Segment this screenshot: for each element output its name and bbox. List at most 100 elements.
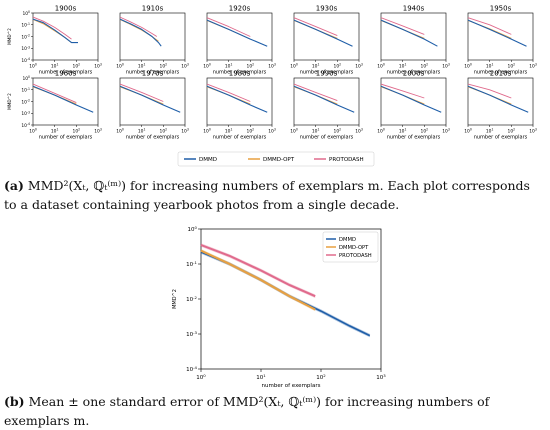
x-tick-label: 100 [290, 128, 298, 135]
y-tick-label: 10-3 [186, 330, 197, 338]
y-tick-label: 10-4 [21, 122, 30, 129]
panel-frame [380, 77, 447, 126]
y-axis-label: MMD^2 [172, 289, 178, 309]
x-axis-label: number of exemplars [387, 135, 441, 141]
x-tick-label: 101 [225, 128, 233, 135]
x-axis-label: number of exemplars [213, 70, 267, 76]
y-tick-label: 100 [188, 225, 198, 233]
x-tick-label: 102 [160, 63, 168, 70]
y-tick-label: 100 [22, 75, 30, 82]
x-tick-label: 102 [247, 128, 255, 135]
series-line-protodash [119, 83, 164, 102]
x-axis-label: number of exemplars [126, 70, 180, 76]
x-tick-label: 101 [51, 128, 59, 135]
x-axis-label: number of exemplars [387, 70, 441, 76]
y-axis-label: MMD^2 [7, 93, 12, 110]
x-axis-label: number of exemplars [126, 135, 180, 141]
x-tick-label: 101 [486, 63, 494, 70]
series-line-protodash [206, 83, 251, 102]
x-axis-label: number of exemplars [39, 70, 93, 76]
x-tick-label: 102 [160, 128, 168, 135]
series-line-protodash [206, 17, 251, 37]
x-tick-label: 102 [334, 128, 342, 135]
panel-title: 2000s [403, 70, 425, 78]
series-line-dmmd [32, 85, 94, 113]
series-line-dmmd [206, 85, 268, 113]
x-axis-label: number of exemplars [300, 70, 354, 76]
panel-frame [206, 77, 273, 126]
series-line-protodash [467, 17, 512, 35]
y-tick-label: 10-1 [21, 22, 30, 29]
x-tick-label: 103 [376, 373, 386, 381]
x-axis-label: number of exemplars [262, 383, 321, 389]
x-tick-label: 103 [355, 128, 363, 135]
legend-box [322, 231, 379, 263]
legend-box [177, 151, 375, 167]
caption-b-text: Mean ± one standard error of MMD²(Xₜ, ℚₜ… [4, 394, 490, 428]
y-tick-label: 10-3 [21, 110, 30, 117]
x-tick-label: 102 [247, 63, 255, 70]
x-tick-label: 100 [290, 63, 298, 70]
y-tick-label: 10-2 [21, 34, 30, 41]
x-tick-label: 100 [29, 128, 37, 135]
y-axis-label: MMD^2 [7, 28, 12, 45]
x-tick-label: 100 [377, 63, 385, 70]
x-tick-label: 100 [464, 63, 472, 70]
x-tick-label: 103 [268, 63, 276, 70]
series-line-protodash [119, 16, 158, 37]
x-tick-label: 101 [312, 63, 320, 70]
x-axis-label: number of exemplars [213, 135, 267, 141]
x-axis-label: number of exemplars [474, 135, 528, 141]
x-tick-label: 103 [181, 128, 189, 135]
legend-label: PROTODASH [339, 253, 372, 259]
y-tick-label: 10-1 [21, 87, 30, 94]
x-axis-label: number of exemplars [39, 135, 93, 141]
x-tick-label: 100 [116, 63, 124, 70]
x-tick-label: 101 [256, 373, 266, 381]
panel-frame [206, 12, 273, 61]
panel-frame [293, 77, 360, 126]
series-line-dmmd [119, 85, 181, 113]
legend-label: PROTODASH [329, 157, 364, 163]
x-tick-label: 103 [529, 128, 537, 135]
panel-frame [119, 77, 186, 126]
panel-frame [467, 77, 534, 126]
series-line-protodash [380, 17, 425, 35]
x-tick-label: 102 [421, 128, 429, 135]
x-tick-label: 103 [94, 128, 102, 135]
x-tick-label: 102 [508, 63, 516, 70]
panel-title: 1970s [142, 70, 164, 78]
x-tick-label: 101 [399, 128, 407, 135]
x-tick-label: 102 [73, 63, 81, 70]
caption-b-tag: (b) [4, 394, 25, 409]
x-tick-label: 101 [138, 63, 146, 70]
panel-title: 1950s [490, 5, 512, 13]
caption-a-tag: (a) [4, 178, 24, 193]
series-line-protodash [32, 83, 77, 104]
series-line-dmmd [293, 85, 355, 113]
x-tick-label: 103 [529, 63, 537, 70]
series-line-protodash [380, 83, 425, 99]
panel-frame [32, 12, 99, 61]
legend-label: DMMD-OPT [263, 157, 295, 163]
legend-label: DMMD-OPT [339, 245, 369, 251]
panel-title: 1960s [55, 70, 77, 78]
y-tick-label: 10-4 [186, 365, 197, 373]
series-line [200, 249, 316, 311]
x-tick-label: 101 [138, 128, 146, 135]
x-axis-label: number of exemplars [474, 70, 528, 76]
x-tick-label: 101 [51, 63, 59, 70]
y-tick-label: 10-1 [186, 260, 197, 268]
legend-label: DMMD [339, 237, 356, 243]
caption-b: (b) Mean ± one standard error of MMD²(Xₜ… [4, 392, 546, 430]
series-line-dmmd [467, 85, 529, 113]
x-tick-label: 103 [94, 63, 102, 70]
series-line-dmmd [380, 19, 438, 47]
series-line-protodash [293, 17, 338, 37]
panel-title: 1930s [316, 5, 338, 13]
series-line-dmmd [380, 85, 442, 113]
panel-title: 1910s [142, 5, 164, 13]
x-axis-label: number of exemplars [300, 135, 354, 141]
panel-title: 1900s [55, 5, 77, 13]
